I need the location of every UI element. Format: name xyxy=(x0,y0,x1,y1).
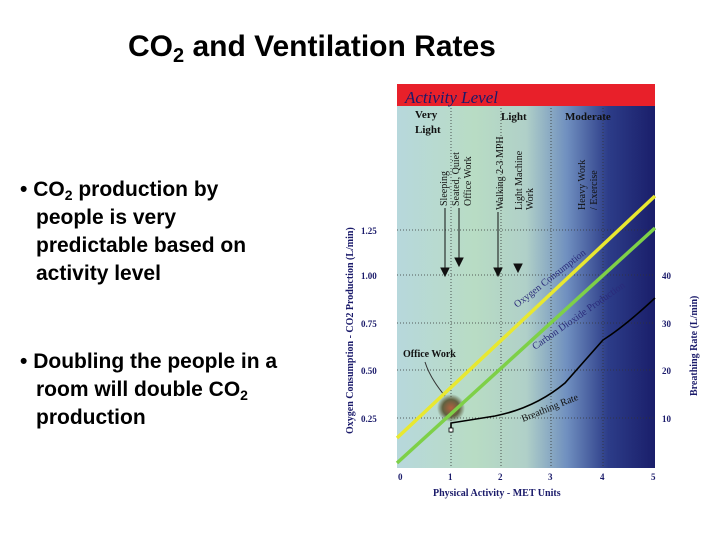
activity-arrows xyxy=(440,208,523,278)
level-light: Light xyxy=(501,111,527,123)
bullet2-subscript: 2 xyxy=(240,387,248,403)
y-left-tick-025: 0.25 xyxy=(361,414,377,424)
office-work-spot xyxy=(437,394,465,422)
bullet2-text-a: room will double CO xyxy=(36,378,241,401)
activity-light-machine: Light Machine xyxy=(514,150,525,210)
co2-production-line xyxy=(395,226,657,465)
bullet1-subscript: 2 xyxy=(64,187,73,203)
y-right-tick-30: 30 xyxy=(662,319,672,329)
activity-chart-svg: Activity Level Very Light Light Moderate… xyxy=(345,84,700,499)
y-right-tick-10: 10 xyxy=(662,414,672,424)
activity-level-header xyxy=(397,84,655,106)
x-tick-2: 2 xyxy=(498,472,503,482)
activity-heavy-work: Heavy Work xyxy=(577,160,588,210)
bullet1-text-a: CO xyxy=(33,178,65,201)
bullet2-line3: production xyxy=(36,406,146,429)
breathing-start-marker xyxy=(448,427,454,433)
bullet2-line1: Doubling the people in a xyxy=(33,350,278,373)
breathing-rate-curve xyxy=(450,297,656,430)
bullet1-text-b: production by xyxy=(72,178,219,201)
bullet-co2-production: • CO2 production by people is very predi… xyxy=(20,176,320,288)
y-left-tick-050: 0.50 xyxy=(361,366,377,376)
gridlines xyxy=(397,108,655,468)
level-very: Very xyxy=(415,109,438,121)
x-tick-3: 3 xyxy=(548,472,553,482)
activity-exercise: / Exercise xyxy=(589,170,600,210)
bullet1-line4: activity level xyxy=(36,262,161,285)
activity-figure: Activity Level Very Light Light Moderate… xyxy=(335,78,720,508)
header-label: Activity Level xyxy=(404,88,498,107)
title-co: CO xyxy=(128,30,173,63)
title-subscript: 2 xyxy=(173,45,185,67)
x-tick-1: 1 xyxy=(448,472,453,482)
y-right-axis-title: Breathing Rate (L/min) xyxy=(689,296,700,396)
bullet1-line2: people is very xyxy=(36,206,177,229)
activity-walking: Walking 2-3 MPH xyxy=(495,136,506,210)
x-axis-title: Physical Activity - MET Units xyxy=(433,488,561,499)
activity-work: Work xyxy=(525,188,536,210)
bullet-marker: • xyxy=(20,350,28,373)
oxygen-consumption-line xyxy=(395,194,657,440)
x-tick-0: 0 xyxy=(398,472,403,482)
y-right-tick-20: 20 xyxy=(662,366,672,376)
bullet1-line3: predictable based on xyxy=(36,234,247,257)
level-moderate: Moderate xyxy=(565,111,611,123)
office-work-callout: Office Work xyxy=(403,349,456,360)
bullet-doubling-people: • Doubling the people in a room will dou… xyxy=(20,348,320,432)
plot-background xyxy=(397,84,655,468)
y-right-tick-40: 40 xyxy=(662,271,672,281)
x-tick-4: 4 xyxy=(600,472,605,482)
activity-office: Office Work xyxy=(463,156,474,206)
activity-sleeping: Sleeping xyxy=(439,171,450,206)
activity-seated: Seated, Quiet xyxy=(451,152,462,206)
y-left-tick-075: 0.75 xyxy=(361,319,377,329)
title-rest: and Ventilation Rates xyxy=(184,30,496,63)
level-very-light: Light xyxy=(415,124,441,136)
y-left-axis-title: Oxygen Consumption - CO2 Production (L/m… xyxy=(345,227,356,434)
x-tick-5: 5 xyxy=(651,472,656,482)
bullet-marker: • xyxy=(20,178,28,201)
y-left-tick-100: 1.00 xyxy=(361,271,377,281)
y-left-tick-125: 1.25 xyxy=(361,226,377,236)
